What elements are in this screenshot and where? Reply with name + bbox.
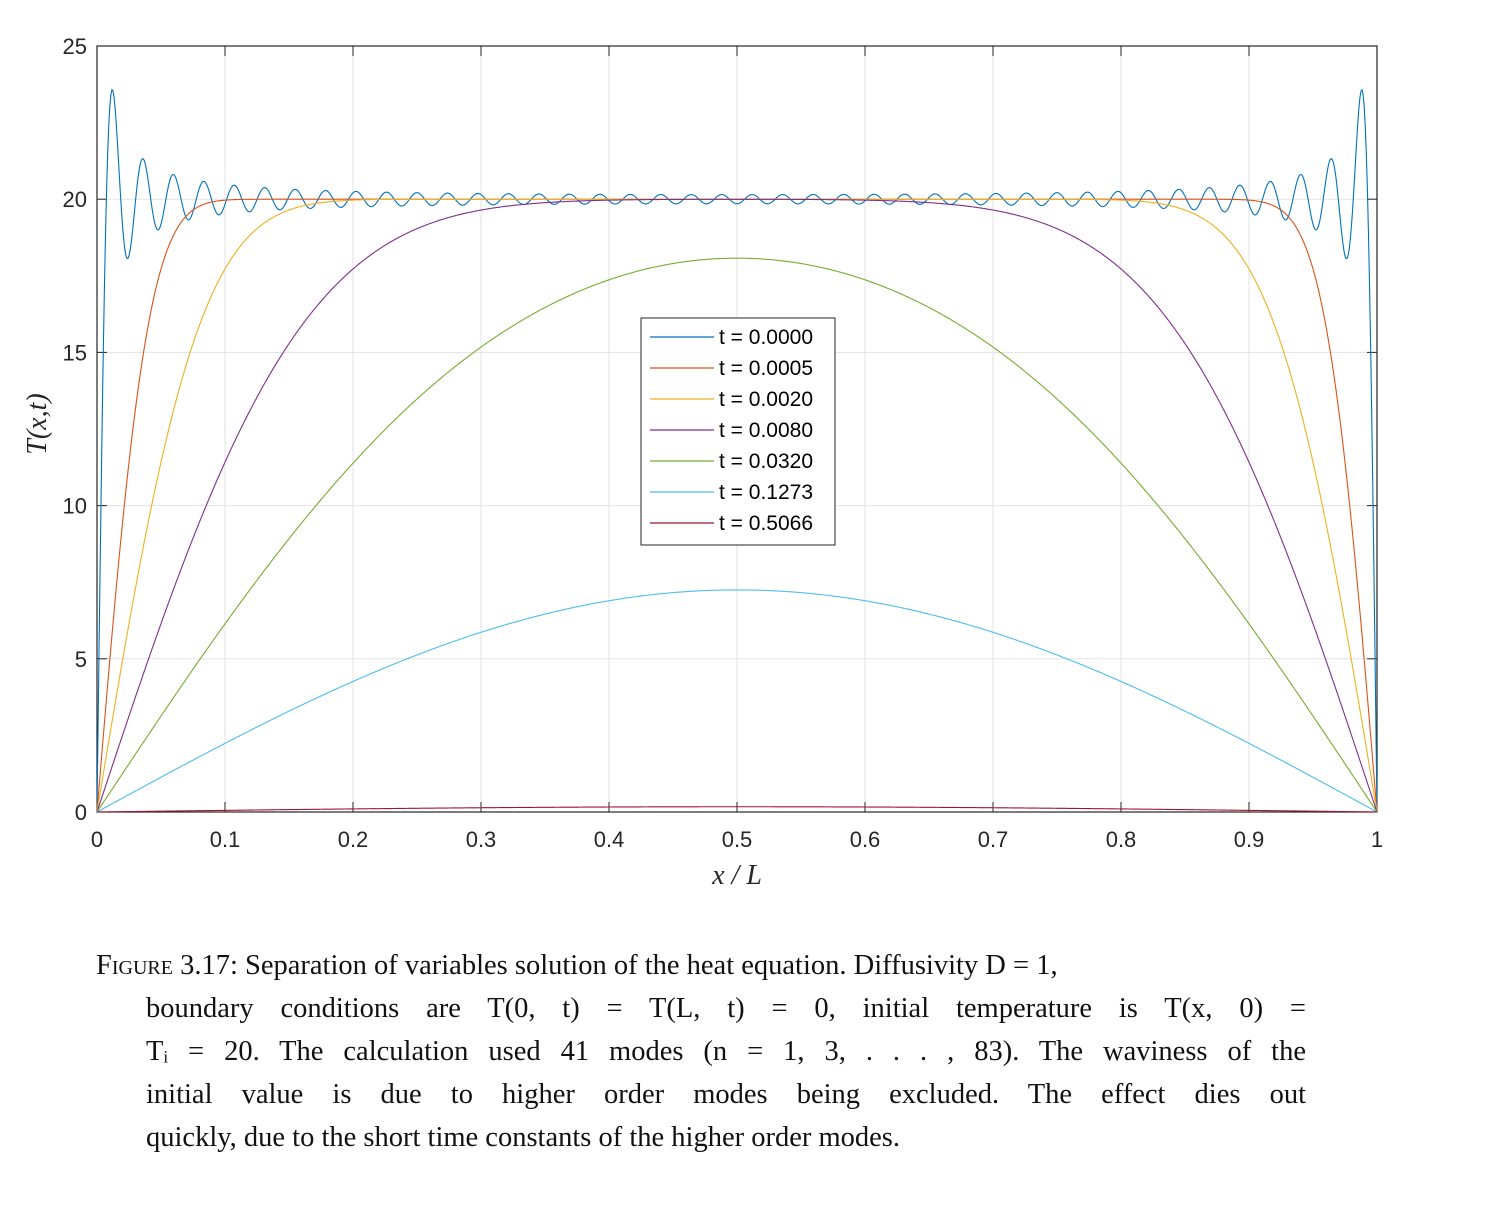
series-line-0: [96, 88, 1378, 813]
legend-entry: t = 0.0000: [719, 326, 813, 349]
x-tick-label: 0.1: [210, 827, 241, 852]
y-tick-label: 5: [75, 647, 87, 672]
legend-entry: t = 0.1273: [719, 481, 813, 504]
caption-line-4: initial value is due to higher order mod…: [146, 1079, 1306, 1110]
caption-label: Figure 3.17:: [96, 950, 238, 981]
caption-line-3: Tᵢ = 20. The calculation used 41 modes (…: [146, 1036, 1306, 1067]
x-tick-label: 0: [91, 827, 103, 852]
series-line-5: [96, 589, 1378, 813]
caption-line-1: Figure 3.17: Separation of variables sol…: [96, 944, 1306, 987]
y-axis-label: T(x,t): [22, 393, 53, 454]
caption-line-5: quickly, due to the short time constants…: [146, 1122, 901, 1153]
y-tick-label: 10: [63, 494, 87, 519]
x-tick-label: 0.8: [1106, 827, 1137, 852]
x-axis-label: x / L: [711, 860, 762, 891]
y-tick-label: 25: [63, 34, 87, 59]
x-tick-label: 0.9: [1234, 827, 1265, 852]
y-tick-label: 0: [75, 800, 87, 825]
x-tick-label: 0.7: [978, 827, 1009, 852]
legend-entry: t = 0.0005: [719, 357, 813, 380]
legend-entry: t = 0.5066: [719, 512, 813, 535]
caption-text-1: Separation of variables solution of the …: [245, 950, 1058, 981]
x-tick-label: 0.5: [722, 827, 753, 852]
heat-equation-chart: 0 0.1 0.2 0.3 0.4 0.5 0.6 0.7 0.8 0.9 10510152025 …: [22, 34, 1384, 891]
x-tick-label: 0.2: [338, 827, 369, 852]
legend-entry: t = 0.0080: [719, 419, 813, 442]
legend-entry: t = 0.0020: [719, 388, 813, 411]
x-tick-label: 0.4: [594, 827, 625, 852]
series-line-6: [96, 806, 1378, 813]
legend-entry: t = 0.0320: [719, 450, 813, 473]
x-tick-label: 0.6: [850, 827, 881, 852]
series-line-4: [96, 257, 1378, 813]
x-tick-label: 1: [1371, 827, 1383, 852]
legend: t = 0.0000 t = 0.0005 t = 0.0020 t = 0.0080…: [640, 317, 836, 546]
x-tick-label: 0.3: [466, 827, 497, 852]
y-tick-label: 15: [63, 340, 87, 365]
series-line-3: [96, 198, 1378, 813]
y-tick-label: 20: [63, 187, 87, 212]
series-lines: [96, 88, 1378, 813]
figure-caption: Figure 3.17: Separation of variables sol…: [96, 944, 1306, 1159]
caption-line-2: boundary conditions are T(0, t) = T(L, t…: [146, 993, 1306, 1024]
legend-box: [640, 317, 836, 546]
